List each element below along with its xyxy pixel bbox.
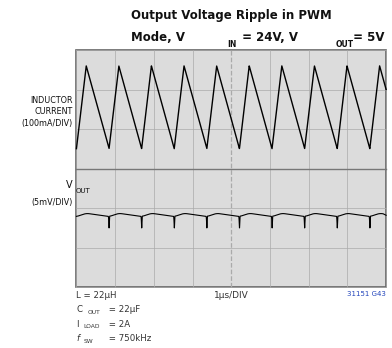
Text: LOAD: LOAD <box>83 324 100 329</box>
Text: OUT: OUT <box>335 40 353 49</box>
Text: INDUCTOR
CURRENT
(100mA/DIV): INDUCTOR CURRENT (100mA/DIV) <box>21 96 73 128</box>
Text: = 750kHz: = 750kHz <box>106 334 151 343</box>
Text: V: V <box>66 180 73 190</box>
Text: C: C <box>76 305 82 314</box>
Text: (5mV/DIV): (5mV/DIV) <box>31 198 73 207</box>
Text: OUT: OUT <box>76 188 91 194</box>
Text: I: I <box>76 320 79 329</box>
Text: = 22μF: = 22μF <box>106 305 140 314</box>
Text: Output Voltage Ripple in PWM: Output Voltage Ripple in PWM <box>131 9 332 22</box>
Text: IN: IN <box>227 40 237 49</box>
Text: = 5V: = 5V <box>349 31 385 44</box>
Text: = 2A: = 2A <box>106 320 130 329</box>
Text: Mode, V: Mode, V <box>131 31 185 44</box>
Text: L = 22μH: L = 22μH <box>76 291 117 300</box>
Bar <box>76 50 386 287</box>
Text: 31151 G43: 31151 G43 <box>347 291 386 296</box>
Text: = 24V, V: = 24V, V <box>238 31 298 44</box>
Text: f: f <box>76 334 80 343</box>
Text: SW: SW <box>83 339 93 344</box>
Text: 1μs/DIV: 1μs/DIV <box>214 291 249 300</box>
Text: OUT: OUT <box>87 310 100 315</box>
